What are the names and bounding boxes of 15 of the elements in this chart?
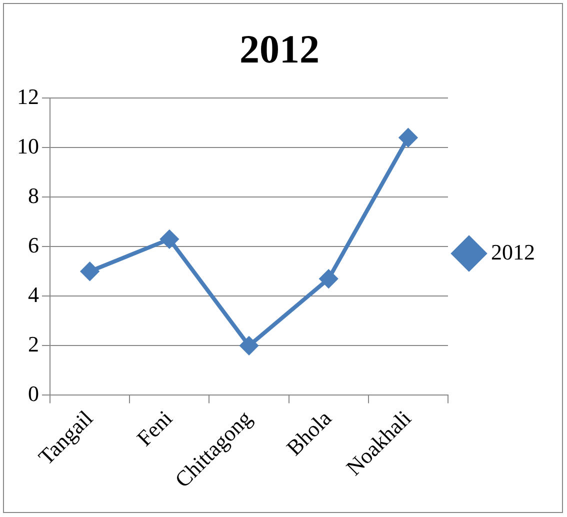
- point: [399, 128, 418, 147]
- y-tick-label: 8: [28, 182, 39, 208]
- legend-label: 2012: [491, 239, 535, 264]
- chart-title: 2012: [240, 26, 320, 72]
- y-tick-label: 12: [17, 84, 39, 109]
- y-tick-label: 6: [28, 232, 39, 258]
- point: [160, 230, 178, 248]
- y-tick-label: 10: [17, 133, 39, 158]
- y-tick-label: 2: [28, 331, 39, 356]
- y-tick-label: 4: [28, 282, 39, 307]
- point: [240, 336, 258, 355]
- point: [320, 270, 338, 288]
- point: [80, 262, 99, 280]
- x-tick-label: Feni: [132, 405, 178, 451]
- y-tick-label: 0: [28, 380, 39, 406]
